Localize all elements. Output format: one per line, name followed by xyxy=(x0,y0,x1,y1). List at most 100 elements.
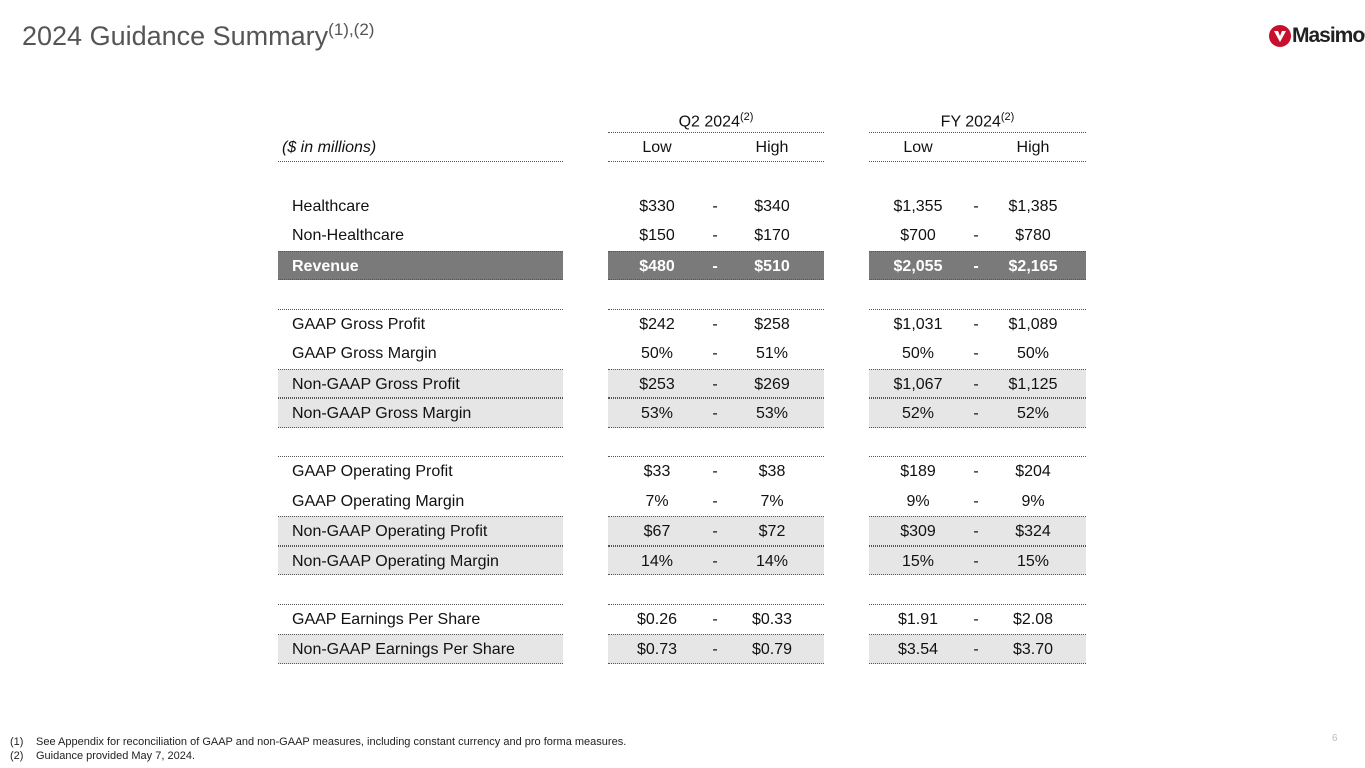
row-segment xyxy=(608,428,824,457)
high-value: $2,165 xyxy=(1008,257,1058,275)
separator: - xyxy=(973,227,979,244)
title-note: (1),(2) xyxy=(328,20,375,39)
row-label: Non-GAAP Gross Margin xyxy=(292,405,472,422)
low-value: $242 xyxy=(639,315,675,333)
row-label: GAAP Operating Margin xyxy=(292,492,465,510)
high-value: $340 xyxy=(754,197,790,215)
footnote: (1) See Appendix for reconciliation of GA… xyxy=(10,736,626,748)
group-label: FY 2024 xyxy=(940,113,1001,131)
table-row: GAAP Gross Margin 50% - 51% 50% - 50% xyxy=(278,339,1086,369)
row-segment: FY 2024(2) xyxy=(869,103,1086,133)
separator: - xyxy=(712,227,718,244)
high-value: 9% xyxy=(1021,492,1045,510)
separator: - xyxy=(712,523,718,540)
high-value: $780 xyxy=(1015,227,1051,244)
high-value: $0.79 xyxy=(751,641,793,658)
column-header: High xyxy=(755,138,789,156)
group-label: Q2 2024 xyxy=(678,113,740,131)
row-label: GAAP Earnings Per Share xyxy=(292,610,481,628)
table-row: Q2 2024(2) FY 2024(2) xyxy=(278,103,1086,133)
row-segment: Non-GAAP Operating Margin xyxy=(278,545,563,575)
separator: - xyxy=(973,315,979,333)
row-segment: 9% - 9% xyxy=(869,487,1086,517)
high-value: $38 xyxy=(758,463,786,480)
unit-label: ($ in millions) xyxy=(282,138,377,156)
separator: - xyxy=(973,641,979,658)
separator: - xyxy=(973,552,979,570)
separator: - xyxy=(973,405,979,422)
table-row: Non-GAAP Operating Margin 14% - 14% 15% - 15% xyxy=(278,545,1086,575)
row-label: Healthcare xyxy=(292,197,370,215)
high-value: 52% xyxy=(1016,405,1050,422)
high-value: 53% xyxy=(755,405,789,422)
table-row: GAAP Operating Profit $33 - $38 $189 - $204 xyxy=(278,457,1086,487)
low-value: 53% xyxy=(640,405,674,422)
high-value: 15% xyxy=(1016,552,1050,570)
low-value: 52% xyxy=(901,405,935,422)
row-segment xyxy=(869,428,1086,457)
table-row: GAAP Gross Profit $242 - $258 $1,031 - $1,089 xyxy=(278,310,1086,340)
row-segment: $330 - $340 xyxy=(608,192,824,222)
low-value: $0.26 xyxy=(636,610,678,628)
group-header: FY 2024(2) xyxy=(941,103,1015,137)
high-value: $258 xyxy=(754,315,790,333)
table-row: GAAP Operating Margin 7% - 7% 9% - 9% xyxy=(278,487,1086,517)
high-value: $324 xyxy=(1015,523,1051,540)
row-segment: 14% - 14% xyxy=(608,545,824,575)
row-segment: Low High xyxy=(869,133,1086,162)
row-segment: Healthcare xyxy=(278,192,563,222)
row-label: Non-GAAP Operating Profit xyxy=(292,523,488,540)
logo-text: Masimo xyxy=(1292,24,1365,47)
high-value: $3.70 xyxy=(1012,641,1054,658)
separator: - xyxy=(973,492,979,510)
table-row: Revenue $480 - $510 $2,055 - $2,165 xyxy=(278,250,1086,280)
low-value: $3.54 xyxy=(897,641,939,658)
low-value: $150 xyxy=(639,227,675,244)
logo-icon xyxy=(1269,25,1291,47)
table-row: Non-GAAP Operating Profit $67 - $72 $309 - $32… xyxy=(278,516,1086,546)
row-segment: $253 - $269 xyxy=(608,368,824,398)
row-segment: $3.54 - $3.70 xyxy=(869,634,1086,664)
row-segment xyxy=(278,103,563,133)
separator: - xyxy=(712,405,718,422)
row-segment xyxy=(278,575,563,605)
row-segment: Q2 2024(2) xyxy=(608,103,824,133)
table-row: Non-GAAP Gross Margin 53% - 53% 52% - 52% xyxy=(278,398,1086,428)
title-text: 2024 Guidance Summary xyxy=(22,21,329,51)
low-value: $700 xyxy=(900,227,936,244)
separator: - xyxy=(712,345,718,362)
separator: - xyxy=(712,375,718,393)
high-value: $269 xyxy=(754,375,790,393)
row-segment: GAAP Operating Margin xyxy=(278,487,563,517)
page-number: 6 xyxy=(1332,733,1338,744)
row-segment: 15% - 15% xyxy=(869,545,1086,575)
table-row: Non-GAAP Gross Profit $253- $269 $1,067- $1,… xyxy=(278,368,1086,398)
row-segment: GAAP Operating Profit xyxy=(278,457,563,487)
low-value: 14% xyxy=(640,552,674,570)
separator: - xyxy=(712,552,718,570)
row-segment xyxy=(278,162,563,192)
high-value: $204 xyxy=(1015,463,1051,480)
high-value: $510 xyxy=(754,257,790,275)
row-label: Non-GAAP Operating Margin xyxy=(292,552,499,570)
footnote-text: Guidance provided May 7, 2024. xyxy=(36,750,195,762)
low-value: $67 xyxy=(643,523,671,540)
group-note: (2) xyxy=(739,111,754,123)
low-value: 50% xyxy=(640,345,674,362)
column-header: Low xyxy=(642,138,672,156)
low-value: $330 xyxy=(639,197,675,215)
row-segment: $150 - $170 xyxy=(608,221,824,251)
row-segment xyxy=(608,162,824,192)
row-segment xyxy=(869,280,1086,310)
row-segment: $242 - $258 xyxy=(608,310,824,340)
row-segment: Non-GAAP Gross Profit xyxy=(278,368,563,398)
row-segment: 53% - 53% xyxy=(608,398,824,428)
footnote: (2) Guidance provided May 7, 2024. xyxy=(10,750,195,762)
table-row: Healthcare $330 - $340 $1,355 - $1,385 xyxy=(278,192,1086,222)
row-segment: $33 - $38 xyxy=(608,457,824,487)
row-segment: Low High xyxy=(608,133,824,162)
low-value: $253 xyxy=(639,375,675,393)
low-value: 7% xyxy=(645,492,669,510)
row-segment: Non-GAAP Gross Margin xyxy=(278,398,563,428)
